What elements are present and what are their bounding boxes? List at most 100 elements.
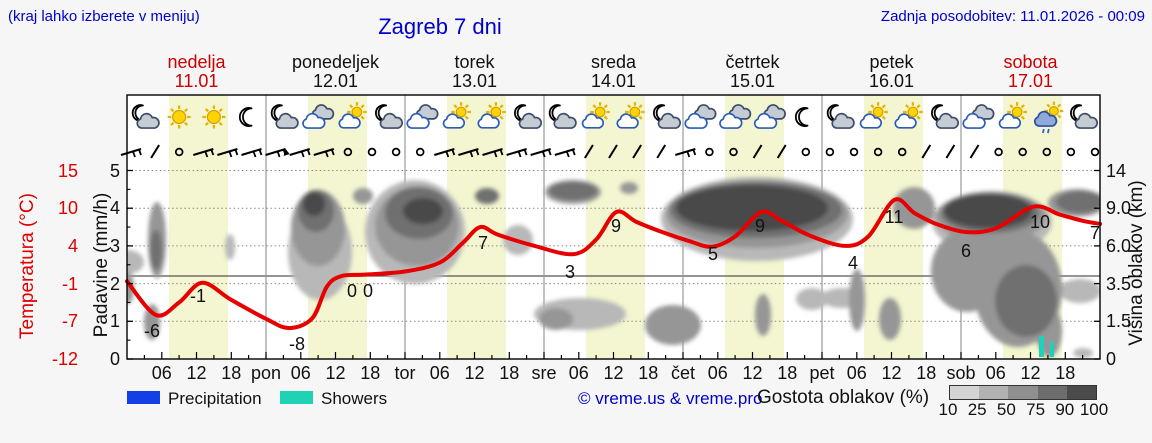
cloud-scale-label: 100 [1079, 400, 1109, 419]
wind-symbol-slash [632, 144, 642, 159]
weather-icon-clouds [302, 104, 335, 129]
cloud-scale-label: 75 [1026, 400, 1046, 419]
day-abbrev-label: sob [946, 363, 976, 383]
temp-value-label: 5 [708, 244, 718, 264]
day-abbrev-label: sre [531, 363, 557, 383]
wind-symbol-calm [1018, 147, 1027, 157]
wind-symbol-slash [945, 144, 956, 159]
day-header-row: nedelja 11.01 ponedeljek 12.01 torek 13.01 sre… [127, 53, 1100, 93]
wind-symbol-flag [265, 148, 290, 158]
wind-symbol-calm [994, 147, 1003, 157]
cloud-scale-label: 90 [1055, 400, 1075, 419]
weather-icon-clouds [684, 104, 717, 129]
temp-value-label: 9 [755, 216, 765, 236]
cloud-scale-label: 10 [938, 400, 958, 419]
temp-value-label: 9 [611, 216, 621, 236]
wind-symbol-barb [675, 148, 697, 158]
wind-symbol-barb [241, 148, 263, 158]
weather-icon-moon [794, 107, 809, 127]
weather-icon-moon-cloud [931, 104, 960, 129]
legend-row: Precipitation Showers © vreme.us & vreme… [0, 385, 1152, 420]
hour-label: 12 [1020, 363, 1041, 383]
weather-icon-moon-cloud [131, 104, 160, 129]
weather-icon-clouds [719, 104, 752, 129]
weather-icon-sun-cloud [581, 102, 610, 129]
temp-value-label: 6 [961, 241, 971, 261]
weather-icon-sun [202, 105, 226, 129]
precipitation-tick: 2 [109, 273, 120, 294]
hour-label: 18 [499, 363, 520, 383]
temperature-tick: 10 [57, 198, 78, 219]
wind-symbol-slash [656, 144, 667, 159]
day-abbrev-label: čet [670, 363, 696, 383]
hour-label: 12 [881, 363, 902, 383]
temp-value-label: 11 [885, 207, 904, 227]
wind-symbol-calm [1066, 147, 1076, 157]
wind-symbol-calm [343, 147, 353, 157]
precipitation-tick: 0 [109, 349, 120, 369]
wind-symbol-barb [434, 148, 456, 158]
wind-symbol-slash [752, 144, 763, 159]
hour-label: 06 [568, 363, 589, 383]
precipitation-label: Precipitation [168, 389, 262, 408]
hour-label: 06 [151, 363, 172, 383]
wind-symbol-barb [313, 148, 335, 158]
weather-icon-clouds [753, 104, 786, 129]
cloud-height-tick: 3.5 [1106, 273, 1132, 294]
temp-value-label: 4 [848, 253, 858, 273]
precipitation-tick: 3 [109, 235, 120, 256]
cloud-density-scale [949, 385, 1097, 400]
wind-symbol-calm [1090, 147, 1100, 157]
hour-label: 18 [777, 363, 798, 383]
wind-symbol-calm [825, 147, 835, 157]
temperature-tick: 15 [57, 160, 78, 181]
cloud-height-tick: 6.0 [1106, 235, 1132, 256]
temperature-tick: 4 [67, 235, 78, 256]
cloud-height-tick: 14 [1106, 160, 1127, 181]
temp-value-label: 0 [347, 281, 357, 301]
wind-symbol-calm [367, 147, 377, 157]
hour-label: 12 [742, 363, 763, 383]
temp-value-label: 3 [565, 262, 575, 282]
temp-value-label: 7 [1090, 223, 1100, 243]
shower-bar [1039, 336, 1044, 357]
weather-icon-moon-cloud [514, 104, 543, 129]
wind-symbol-calm [705, 147, 714, 157]
precipitation-tick: 1 [109, 311, 120, 332]
hour-label: 06 [290, 363, 311, 383]
weather-icon-moon-cloud [270, 104, 299, 129]
hour-label: 12 [603, 363, 624, 383]
weather-icon-moon-cloud [826, 104, 855, 129]
temperature-tick: -12 [51, 349, 78, 369]
hour-label: 06 [985, 363, 1006, 383]
hour-label: 18 [916, 363, 937, 383]
showers-swatch [280, 391, 313, 404]
copyright-link[interactable]: © vreme.us & vreme.pro [578, 389, 763, 408]
wind-symbol-slash [608, 144, 618, 159]
wind-symbol-barb [458, 148, 480, 158]
weather-icon-clouds [406, 104, 439, 129]
hour-label: 06 [707, 363, 728, 383]
weather-icon-sun-cloud [859, 102, 888, 129]
wind-symbol-calm [174, 147, 184, 157]
temp-value-label: -6 [144, 321, 160, 341]
cloud-height-tick: 0 [1106, 349, 1117, 369]
weather-icon-sun-cloud [616, 102, 645, 129]
hour-label: 12 [464, 363, 485, 383]
wind-symbol-barb [554, 148, 576, 158]
hour-label: 12 [325, 363, 346, 383]
wind-symbol-barb [217, 148, 239, 158]
wind-symbol-calm [849, 147, 859, 157]
shower-bar [1050, 342, 1054, 357]
cloud-scale-label: 25 [967, 400, 987, 419]
weather-icon-sun-cloud [338, 102, 367, 129]
hour-label: 18 [221, 363, 242, 383]
precipitation-tick: 5 [109, 160, 120, 181]
day-header-četrtek: četrtek 15.01 [725, 52, 780, 91]
wind-symbol-barb [289, 148, 311, 158]
page-title: Zagreb 7 dni [378, 14, 502, 39]
temperature-tick: -1 [61, 273, 78, 294]
hour-label: 18 [1055, 363, 1076, 383]
day-abbrev-label: pet [809, 363, 835, 383]
